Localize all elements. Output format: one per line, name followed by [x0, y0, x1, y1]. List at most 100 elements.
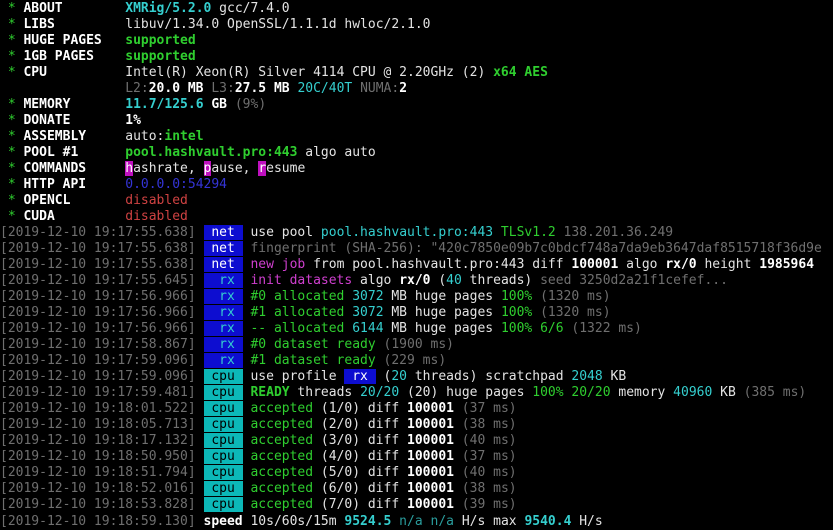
- terminal-text: init datasets: [250, 273, 353, 289]
- terminal-text: auto:: [125, 129, 165, 145]
- log-tag-cpu-badge: cpu: [203, 497, 243, 513]
- terminal-line: * HUGE PAGES supported: [0, 33, 833, 49]
- log-tag-cpu-badge: cpu: [203, 465, 243, 481]
- terminal-text: [196, 481, 204, 496]
- terminal-text: [0, 81, 125, 96]
- terminal-text: [196, 514, 204, 529]
- terminal-text: 3072: [352, 305, 384, 321]
- terminal-text: KB: [602, 369, 627, 385]
- terminal-text: 1GB PAGES: [23, 49, 94, 65]
- terminal-text: (37 ms): [453, 401, 517, 417]
- log-tag-net-badge: net: [203, 225, 243, 241]
- terminal-text: 3072: [352, 289, 384, 305]
- hotkey-highlight: h: [125, 161, 134, 177]
- terminal-text: (20) huge pages: [399, 385, 533, 401]
- terminal-text: (6/0) diff: [313, 481, 408, 497]
- terminal-text: threads: [289, 385, 361, 401]
- log-tag-cpu-badge: cpu: [203, 481, 243, 497]
- terminal-text: [86, 177, 125, 192]
- terminal-text: 20/20: [360, 385, 400, 401]
- terminal-text: *: [0, 33, 24, 49]
- terminal-text: accepted: [250, 481, 314, 497]
- terminal-text: 100% 6/6: [500, 321, 564, 337]
- terminal-text: #0 dataset ready: [250, 337, 384, 353]
- log-timestamp: [2019-12-10 19:17:56.966]: [0, 321, 196, 337]
- terminal-text: [94, 49, 125, 64]
- terminal-text: *: [0, 17, 24, 33]
- log-timestamp: [2019-12-10 19:17:56.966]: [0, 289, 196, 305]
- terminal-text: H/s max: [461, 513, 525, 529]
- terminal-text: [55, 17, 125, 32]
- terminal-text: ASSEMBLY: [23, 129, 87, 145]
- log-timestamp: [2019-12-10 19:17:59.096]: [0, 369, 196, 385]
- log-tag-net-badge: net: [203, 241, 243, 257]
- terminal-text: KB: [712, 385, 744, 401]
- log-timestamp: [2019-12-10 19:18:05.713]: [0, 417, 196, 433]
- terminal-text: (1900 ms): [383, 337, 454, 353]
- terminal-text: GB: [203, 97, 235, 113]
- terminal-text: DONATE: [23, 113, 71, 129]
- terminal-text: [196, 257, 204, 272]
- terminal-text: ABOUT: [23, 1, 63, 16]
- terminal-text: [86, 129, 125, 144]
- log-tag-rx-badge: rx: [203, 337, 243, 353]
- terminal-text: accepted: [250, 401, 314, 417]
- terminal-text: 100% 20/20: [532, 385, 611, 401]
- terminal-text: [78, 145, 125, 160]
- log-tag-rx-badge: rx: [203, 289, 243, 305]
- terminal-text: *: [0, 209, 24, 225]
- terminal-line: * 1GB PAGES supported: [0, 49, 833, 65]
- terminal-text: 2048: [571, 369, 603, 385]
- terminal-text: [55, 209, 125, 224]
- terminal-text: memory: [610, 385, 674, 401]
- terminal-text: esume: [266, 161, 306, 177]
- terminal-text: 100%: [500, 305, 533, 321]
- terminal-text: -- allocated: [250, 321, 353, 337]
- terminal-line: [2019-12-10 19:17:58.867] rx #0 dataset …: [0, 337, 833, 353]
- terminal-text: use profile: [242, 369, 345, 385]
- log-tag-rx-badge: rx: [203, 353, 243, 369]
- terminal-text: *: [0, 113, 24, 129]
- terminal-text: 6144: [352, 321, 384, 337]
- terminal-text: [63, 1, 126, 16]
- terminal-text: [47, 65, 125, 80]
- log-timestamp: [2019-12-10 19:18:50.950]: [0, 449, 196, 465]
- terminal-line: * LIBS libuv/1.34.0 OpenSSL/1.1.1d hwloc…: [0, 17, 833, 33]
- terminal-text: accepted: [250, 449, 314, 465]
- terminal-line: [2019-12-10 19:17:59.096] rx #1 dataset …: [0, 353, 833, 369]
- terminal-line: [2019-12-10 19:17:56.966] rx -- allocate…: [0, 321, 833, 337]
- profile-badge: rx: [344, 369, 376, 385]
- terminal-line: * CPU Intel(R) Xeon(R) Silver 4114 CPU @…: [0, 65, 833, 81]
- terminal-text: use pool: [242, 225, 321, 241]
- terminal-line: [2019-12-10 19:18:51.794] cpu accepted (…: [0, 465, 833, 481]
- terminal-text: (1/0) diff: [313, 401, 408, 417]
- terminal-text: MB huge pages: [383, 321, 501, 337]
- terminal-text: (1320 ms): [532, 289, 611, 305]
- terminal-text: 1985964: [759, 257, 815, 273]
- terminal-text: 100001: [407, 497, 454, 513]
- log-timestamp: [2019-12-10 19:17:55.645]: [0, 273, 196, 289]
- terminal-text: *: [0, 129, 24, 145]
- log-tag-net-badge: net: [203, 257, 243, 273]
- log-timestamp: [2019-12-10 19:18:51.794]: [0, 465, 196, 481]
- terminal-text: [70, 193, 125, 208]
- terminal-line: [2019-12-10 19:18:17.132] cpu accepted (…: [0, 433, 833, 449]
- terminal-text: seed 3250d2a21f1cefef...: [540, 273, 728, 289]
- terminal-text: [196, 433, 204, 448]
- terminal-text: (1322 ms): [563, 321, 642, 337]
- log-timestamp: [2019-12-10 19:18:52.016]: [0, 481, 196, 497]
- terminal-text: rx/0: [399, 273, 431, 289]
- terminal-text: *: [0, 193, 24, 209]
- terminal-text: ashrate,: [133, 161, 204, 177]
- terminal-text: [102, 33, 125, 48]
- terminal-text: #0 allocated: [250, 289, 353, 305]
- terminal-text: *: [0, 145, 24, 161]
- terminal-text: 138.201.36.249: [555, 225, 674, 241]
- terminal-text: (385 ms): [743, 385, 807, 401]
- log-timestamp: [2019-12-10 19:18:01.522]: [0, 401, 196, 417]
- terminal-text: accepted: [250, 433, 314, 449]
- terminal-line: * MEMORY 11.7/125.6 GB (9%): [0, 97, 833, 113]
- terminal-text: [70, 113, 125, 128]
- log-tag-cpu-badge: cpu: [203, 433, 243, 449]
